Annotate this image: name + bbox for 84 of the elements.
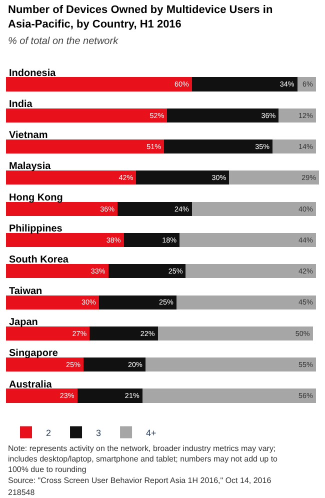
y-tick-label: South Korea bbox=[9, 254, 69, 266]
bar bbox=[158, 326, 313, 340]
bar bbox=[186, 264, 316, 278]
data-label: 42% bbox=[298, 266, 314, 276]
data-label: 24% bbox=[174, 204, 190, 214]
bar bbox=[142, 388, 316, 403]
data-label: 33% bbox=[90, 266, 106, 276]
chart-title: Number of Devices Owned by Multidevice Users in Asia-Pacific, by Country, H1 2016 bbox=[8, 4, 273, 30]
bar bbox=[164, 140, 273, 154]
data-label: 40% bbox=[298, 204, 314, 214]
y-tick-label: India bbox=[9, 98, 33, 110]
bar bbox=[278, 108, 316, 122]
bar bbox=[180, 232, 316, 248]
data-label: 50% bbox=[295, 328, 310, 338]
data-label: 36% bbox=[100, 204, 116, 214]
bar bbox=[6, 140, 164, 154]
bar bbox=[229, 170, 319, 185]
y-tick-label: Singapore bbox=[9, 348, 58, 360]
bar bbox=[98, 295, 176, 310]
data-label: 34% bbox=[280, 80, 295, 89]
bar bbox=[77, 388, 142, 403]
data-label: 29% bbox=[302, 173, 317, 182]
data-label: 56% bbox=[298, 391, 314, 400]
bar bbox=[6, 388, 78, 403]
data-label: 60% bbox=[174, 80, 190, 89]
data-label: 45% bbox=[298, 298, 314, 307]
data-label: 22% bbox=[140, 328, 156, 338]
bar bbox=[6, 295, 99, 310]
bar bbox=[192, 77, 298, 92]
data-label: 42% bbox=[118, 173, 134, 182]
bar bbox=[145, 358, 316, 372]
y-tick-label: Australia bbox=[9, 379, 52, 390]
data-label: 20% bbox=[128, 360, 144, 370]
bar bbox=[6, 326, 90, 340]
bar bbox=[90, 326, 158, 340]
bar bbox=[6, 264, 108, 278]
bar bbox=[176, 295, 316, 310]
legend-label: 2 bbox=[46, 428, 52, 438]
text: Note: represents activity on the network, broader industry metrics may vary; includes desktop/laptop, smartphone and tablet; numbers may not add up to 100% due to rounding bbox=[8, 444, 278, 474]
data-label: 55% bbox=[298, 360, 314, 370]
legend-label: 4+ bbox=[146, 428, 156, 438]
data-label: 35% bbox=[255, 142, 270, 151]
y-tick-label: Hong Kong bbox=[9, 192, 63, 204]
data-label: 52% bbox=[150, 110, 165, 120]
data-label: 38% bbox=[106, 235, 122, 244]
bar bbox=[6, 77, 192, 92]
bar bbox=[118, 202, 192, 216]
bar bbox=[83, 358, 146, 372]
bar bbox=[6, 358, 84, 372]
y-tick-label: Japan bbox=[9, 316, 38, 328]
data-label: 25% bbox=[168, 266, 184, 276]
data-label: 25% bbox=[66, 360, 82, 370]
data-label: 18% bbox=[162, 235, 178, 244]
bar bbox=[6, 202, 118, 216]
source-note: Source: "Cross Screen User Behavior Report Asia 1H 2016," Oct 14, 2016 bbox=[8, 476, 272, 485]
y-tick-label: Philippines bbox=[9, 224, 63, 234]
chart-subtitle: % of total on the network bbox=[8, 36, 120, 47]
y-tick-label: Malaysia bbox=[9, 161, 52, 172]
data-label: 44% bbox=[298, 235, 314, 244]
legend-label: 3 bbox=[96, 428, 102, 438]
data-label: 14% bbox=[298, 142, 314, 151]
data-label: 23% bbox=[60, 391, 75, 400]
data-label: 21% bbox=[124, 391, 140, 400]
bar bbox=[136, 170, 230, 185]
bar bbox=[6, 108, 168, 122]
bar bbox=[192, 202, 316, 216]
text: 218548 bbox=[8, 488, 36, 497]
data-label: 51% bbox=[146, 142, 162, 151]
bar bbox=[167, 108, 279, 122]
y-tick-label: Vietnam bbox=[9, 130, 48, 142]
bar bbox=[6, 232, 124, 248]
data-label: 6% bbox=[302, 80, 314, 89]
data-label: 27% bbox=[72, 328, 88, 338]
data-label: 25% bbox=[159, 298, 174, 307]
bar bbox=[108, 264, 186, 278]
data-label: 12% bbox=[298, 110, 314, 120]
data-label: 30% bbox=[212, 173, 227, 182]
data-label: 30% bbox=[82, 298, 97, 307]
y-tick-label: Taiwan bbox=[9, 286, 42, 297]
y-tick-label: Indonesia bbox=[9, 68, 56, 79]
bar bbox=[6, 170, 136, 185]
bar bbox=[124, 232, 180, 248]
bar bbox=[272, 140, 316, 154]
data-label: 36% bbox=[261, 110, 276, 120]
